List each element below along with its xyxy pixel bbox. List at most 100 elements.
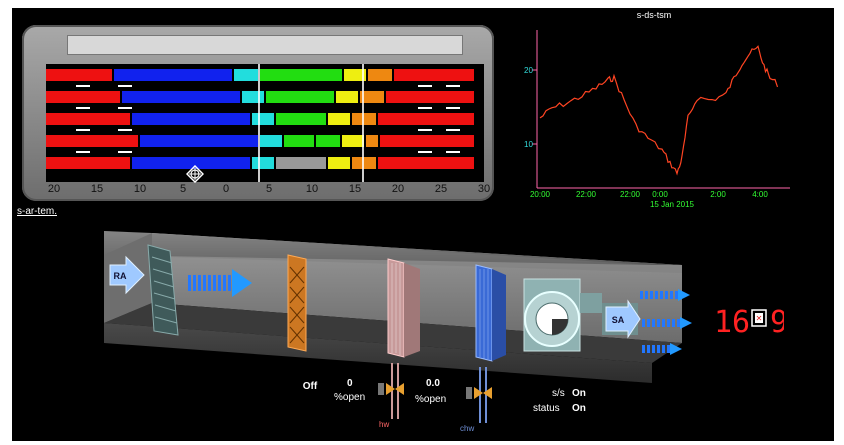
- return-air-label: RA: [114, 271, 127, 281]
- zone-bar-segment: [252, 157, 274, 169]
- scale-tick: [118, 107, 132, 109]
- zone-bar-segment: [122, 91, 240, 103]
- zone-axis-label: 15: [90, 183, 104, 195]
- zone-bar-segment: [46, 69, 112, 81]
- zone-bar-segment: [284, 135, 314, 147]
- trend-x-tick-label: 20:00: [530, 190, 551, 199]
- zone-axis-label: 20: [47, 183, 61, 195]
- zone-axis-label: 0: [222, 183, 230, 195]
- scale-tick: [76, 151, 90, 153]
- zone-bar-segment: [394, 69, 474, 81]
- zone-bar-segment: [46, 113, 130, 125]
- trend-x-tick-label: 2:00: [710, 190, 726, 199]
- outdoor-air-damper[interactable]: [147, 244, 179, 336]
- return-air-arrow-icon: [109, 255, 145, 295]
- scale-tick: [418, 129, 432, 131]
- zone-bar-segment: [114, 69, 232, 81]
- duct-top: [104, 231, 682, 265]
- duct-front-panel: [104, 323, 652, 383]
- trend-title: s-ds-tsm: [637, 10, 672, 20]
- zone-bar-segment: [366, 135, 378, 147]
- led-display: 16 ✕ 9: [714, 305, 784, 340]
- zone-axis-label: 10: [133, 183, 147, 195]
- zone-bar-segment: [386, 91, 474, 103]
- heating-valve-tag: hw: [379, 420, 390, 429]
- zone-bar-segment: [234, 69, 258, 81]
- zone-axis-label: 5: [179, 183, 187, 195]
- fan-ss-value: On: [572, 388, 586, 399]
- scale-tick: [76, 129, 90, 131]
- fan-ss-label: s/s: [552, 388, 565, 399]
- fan-status-value: On: [572, 403, 586, 414]
- system-title[interactable]: s-ar-tem.: [17, 206, 57, 217]
- zone-bar-segment: [360, 91, 384, 103]
- alarm-x-icon: ✕: [756, 314, 763, 323]
- trend-y-tick-label: 20: [524, 66, 533, 75]
- setpoint-line: [258, 64, 260, 182]
- heating-valve-value: 0: [347, 378, 353, 389]
- zone-bar-segment: [352, 113, 376, 125]
- zone-bar-segment: [380, 135, 474, 147]
- zone-bar-segment: [276, 113, 326, 125]
- heating-valve-unit: %open: [334, 392, 366, 403]
- temperature-trend-chart: s-ds-tsm 20 10 20:00 22:00 22:00 0:00 2:…: [524, 10, 790, 209]
- filter-status: Off: [303, 381, 318, 392]
- scale-tick: [446, 107, 460, 109]
- scale-tick: [446, 151, 460, 153]
- zone-axis-label: 20: [391, 183, 405, 195]
- scale-tick: [76, 107, 90, 109]
- zone-bar-segment: [368, 69, 392, 81]
- cooling-coil-side: [492, 269, 506, 361]
- fan-wheel-icon: [552, 319, 568, 335]
- zone-bar-segment: [266, 91, 334, 103]
- zone-bar-segment: [344, 69, 366, 81]
- airflow-arrow-icon: [188, 269, 252, 297]
- filter-pleats-icon: [289, 266, 305, 344]
- trend-x-tick-label: 22:00: [620, 190, 641, 199]
- trend-y-tick-label: 10: [524, 140, 533, 149]
- heating-coil-side: [404, 263, 420, 357]
- zone-axis-label: 15: [348, 183, 362, 195]
- scale-tick: [118, 85, 132, 87]
- zone-bar-segment: [260, 135, 282, 147]
- scale-tick: [418, 151, 432, 153]
- zone-temperature-panel: 20 15 10 5 0 5 10 15 20 25 30: [22, 25, 494, 201]
- zone-bar-segment: [260, 69, 342, 81]
- heating-valve[interactable]: [378, 363, 404, 419]
- supply-air-label: SA: [612, 315, 625, 325]
- damper-blades-icon: [151, 256, 178, 324]
- zone-bar-segment: [46, 157, 130, 169]
- zone-bar-segment: [46, 91, 120, 103]
- crosshair-cursor-icon[interactable]: [186, 165, 204, 183]
- zone-bar-segment: [252, 113, 274, 125]
- cooling-valve-unit: %open: [415, 394, 447, 405]
- zone-bar-segment: [276, 157, 326, 169]
- cooling-valve[interactable]: [466, 367, 492, 423]
- heating-coil-fins-icon: [391, 263, 401, 355]
- zone-bar-segment: [132, 113, 250, 125]
- screen: 20 15 10 5 0 5 10 15 20 25 30 s-ds-tsm 2…: [12, 8, 834, 441]
- led-indicator-inner: [755, 313, 763, 323]
- zone-bar-segment: [352, 157, 376, 169]
- zone-axis-label: 25: [434, 183, 448, 195]
- zone-bar-segment: [242, 91, 264, 103]
- zone-bar-segment: [378, 157, 474, 169]
- zone-bar-segment: [132, 157, 250, 169]
- zone-panel-titlebar: [67, 35, 463, 55]
- zone-bar-segment: [46, 135, 138, 147]
- zone-bar-segment: [336, 91, 358, 103]
- cooling-valve-tag: chw: [460, 424, 475, 433]
- scale-tick: [446, 129, 460, 131]
- trend-x-tick-label: 0:00: [652, 190, 668, 199]
- zone-bar-segment: [316, 135, 340, 147]
- filter[interactable]: [287, 254, 307, 352]
- trend-x-tick-label: 4:00: [752, 190, 768, 199]
- zone-axis-label: 5: [265, 183, 273, 195]
- supply-fan[interactable]: [523, 278, 602, 352]
- zone-bar-segment: [328, 113, 350, 125]
- zone-bar-strip: [46, 64, 484, 183]
- supply-air-arrow-icon: [605, 299, 641, 339]
- zone-bar-segment: [342, 135, 364, 147]
- zone-bar-segment: [328, 157, 350, 169]
- scale-tick: [418, 107, 432, 109]
